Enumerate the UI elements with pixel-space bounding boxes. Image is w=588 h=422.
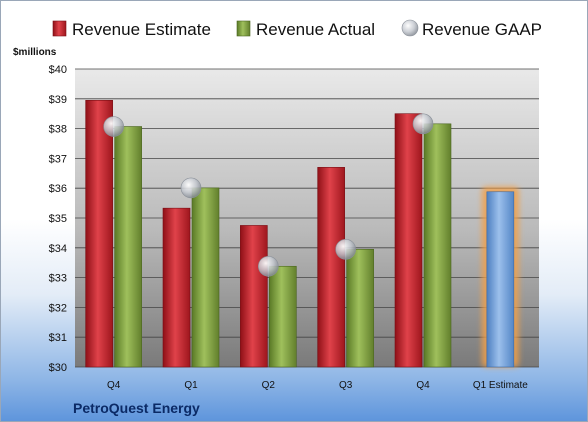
y-tick-label: $31 xyxy=(49,332,67,344)
bars xyxy=(85,99,519,368)
x-tick-label: Q3 xyxy=(339,380,353,391)
legend-swatch xyxy=(236,20,251,37)
y-tick-label: $32 xyxy=(49,302,67,314)
bar-revenue-estimate xyxy=(240,225,268,368)
marker-revenue-gaap xyxy=(103,116,124,137)
bar-revenue-actual xyxy=(423,123,452,368)
y-tick-label: $30 xyxy=(49,362,67,374)
legend-swatch xyxy=(401,19,419,37)
legend-label: Revenue GAAP xyxy=(422,20,542,39)
bar-revenue-actual xyxy=(269,265,297,368)
legend-swatch xyxy=(52,20,67,37)
y-tick-label: $38 xyxy=(49,124,67,136)
company-name: PetroQuest Energy xyxy=(73,400,200,416)
bar-revenue-estimate xyxy=(317,167,345,368)
y-tick-label: $39 xyxy=(49,94,67,106)
gaap-markers xyxy=(103,113,434,277)
x-tick-label: Q4 xyxy=(107,380,121,391)
marker-revenue-gaap xyxy=(335,238,356,260)
marker-revenue-gaap xyxy=(258,255,279,277)
x-tick-label: Q4 xyxy=(416,380,430,391)
bar-revenue-estimate xyxy=(162,207,191,368)
x-tick-label: Q1 Estimate xyxy=(473,380,528,391)
y-tick-label: $33 xyxy=(49,273,67,285)
y-tick-label: $36 xyxy=(49,183,67,195)
y-tick-label: $34 xyxy=(49,243,67,255)
y-tick-label: $35 xyxy=(49,213,67,225)
gridlines xyxy=(75,68,539,368)
x-axis: Q4 Q1 Q2 Q3 Q4 Q1 Estimate xyxy=(107,380,528,391)
y-axis: $30 $31 $32 $33 $34 $35 $36 $37 $38 $39 $40 xyxy=(49,64,67,374)
y-axis-unit-label: $millions xyxy=(13,47,57,58)
bar-revenue-actual xyxy=(346,248,374,368)
y-tick-label: $37 xyxy=(49,153,67,165)
y-tick-label: $40 xyxy=(49,64,67,76)
x-tick-label: Q2 xyxy=(262,380,276,391)
bar-revenue-estimate xyxy=(394,113,423,368)
x-tick-label: Q1 xyxy=(184,380,198,391)
bar-revenue-estimate xyxy=(85,99,113,368)
legend: Revenue Estimate Revenue Actual Revenue GA… xyxy=(52,19,542,39)
bar-revenue-actual xyxy=(114,126,142,368)
bar-revenue-actual xyxy=(191,187,220,368)
legend-label: Revenue Estimate xyxy=(72,20,211,39)
bar-revenue-forecast xyxy=(486,191,515,368)
marker-revenue-gaap xyxy=(180,177,202,199)
legend-label: Revenue Actual xyxy=(256,20,375,39)
marker-revenue-gaap xyxy=(412,113,434,135)
